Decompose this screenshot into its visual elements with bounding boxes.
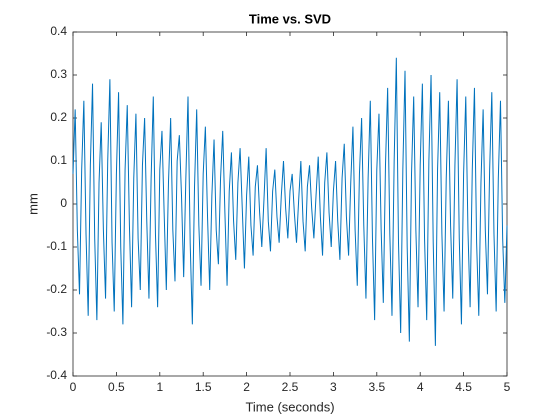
y-axis-label: mm <box>25 193 40 215</box>
x-tick-label: 4.5 <box>455 380 472 394</box>
y-tick-label: 0 <box>60 196 67 210</box>
x-tick-label: 0.5 <box>108 380 125 394</box>
y-tick-label: 0.4 <box>50 24 67 38</box>
y-tick-label: -0.3 <box>46 325 67 339</box>
x-tick-label: 0 <box>70 380 77 394</box>
y-tick-label: 0.3 <box>50 67 67 81</box>
x-tick-label: 1.5 <box>195 380 212 394</box>
y-tick-label: 0.1 <box>50 153 67 167</box>
x-tick-label: 5 <box>504 380 511 394</box>
chart-title: Time vs. SVD <box>249 11 331 26</box>
x-axis-label: Time (seconds) <box>245 399 334 414</box>
y-tick-label: -0.4 <box>46 368 67 382</box>
x-tick-label: 3.5 <box>368 380 385 394</box>
x-tick-label: 1 <box>156 380 163 394</box>
x-tick-label: 2.5 <box>282 380 299 394</box>
y-tick-label: -0.1 <box>46 239 67 253</box>
x-tick-label: 2 <box>243 380 250 394</box>
x-tick-label: 4 <box>417 380 424 394</box>
x-tick-label: 3 <box>330 380 337 394</box>
line-series <box>72 57 508 346</box>
y-tick-label: -0.2 <box>46 282 67 296</box>
y-tick-label: 0.2 <box>50 110 67 124</box>
